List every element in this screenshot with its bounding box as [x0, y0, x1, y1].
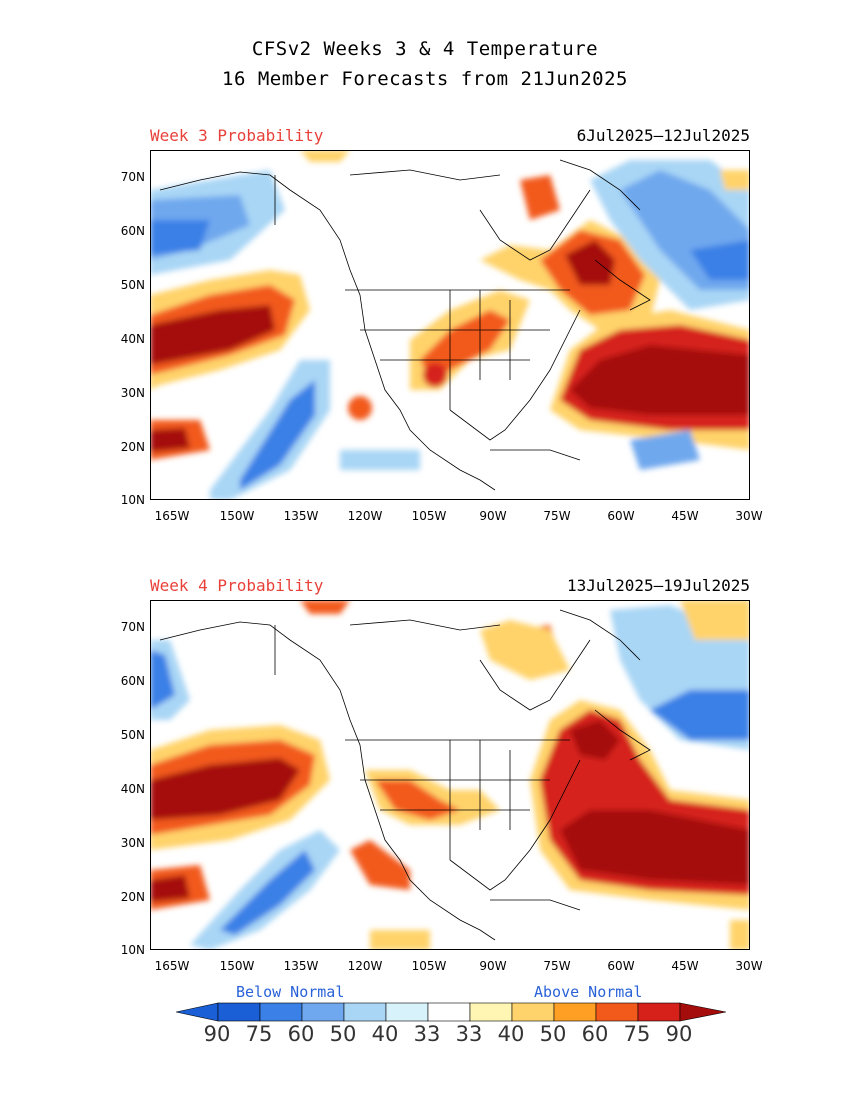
week4-map — [150, 600, 750, 950]
week4-lon-105w: 105W — [411, 959, 447, 973]
week3-lon-45w: 45W — [671, 509, 699, 523]
legend-cell — [595, 1002, 639, 1022]
legend-cell — [511, 1002, 555, 1022]
week3-lat-10: 10N — [120, 493, 145, 507]
legend-cell — [469, 1002, 513, 1022]
legend-num-3: 50 — [329, 1022, 357, 1046]
legend-cell — [385, 1002, 429, 1022]
legend-below-label: Below Normal — [236, 983, 345, 1001]
week3-lon-30w: 30W — [735, 509, 763, 523]
week4-lat-50: 50N — [120, 728, 145, 742]
title-line-2: 16 Member Forecasts from 21Jun2025 — [222, 68, 628, 90]
legend-cell — [637, 1002, 681, 1022]
legend-num-2: 60 — [287, 1022, 315, 1046]
week4-lat-70: 70N — [120, 620, 145, 634]
week3-lon-105w: 105W — [411, 509, 447, 523]
week4-lon-60w: 60W — [607, 959, 635, 973]
week4-lon-120w: 120W — [347, 959, 383, 973]
legend-num-10: 75 — [623, 1022, 651, 1046]
week3-dates: 6Jul2025—12Jul2025 — [576, 126, 750, 145]
legend-num-0: 90 — [203, 1022, 231, 1046]
week3-lon-150w: 150W — [219, 509, 255, 523]
legend-above-label: Above Normal — [534, 983, 643, 1001]
legend-cell — [343, 1002, 387, 1022]
legend-num-9: 60 — [581, 1022, 609, 1046]
week3-lon-135w: 135W — [283, 509, 319, 523]
week3-lon-75w: 75W — [543, 509, 571, 523]
week4-lon-150w: 150W — [219, 959, 255, 973]
legend-num-5: 33 — [413, 1022, 441, 1046]
week3-lon-90w: 90W — [479, 509, 507, 523]
week4-lon-75w: 75W — [543, 959, 571, 973]
legend-cell — [553, 1002, 597, 1022]
week3-lat-30: 30N — [120, 386, 145, 400]
week4-lat-30: 30N — [120, 836, 145, 850]
week4-lon-45w: 45W — [671, 959, 699, 973]
week4-lat-40: 40N — [120, 782, 145, 796]
legend-num-4: 40 — [371, 1022, 399, 1046]
legend-cell — [301, 1002, 345, 1022]
legend-num-6: 33 — [455, 1022, 483, 1046]
week3-label: Week 3 Probability — [150, 126, 324, 145]
week3-lat-50: 50N — [120, 278, 145, 292]
legend-num-1: 75 — [245, 1022, 273, 1046]
legend-left-arrow — [176, 1002, 219, 1022]
week4-lon-165w: 165W — [154, 959, 190, 973]
week4-lat-60: 60N — [120, 674, 145, 688]
week4-dates: 13Jul2025—19Jul2025 — [566, 576, 750, 595]
week4-lon-90w: 90W — [479, 959, 507, 973]
week3-lon-60w: 60W — [607, 509, 635, 523]
week3-lon-165w: 165W — [154, 509, 190, 523]
week4-lon-135w: 135W — [283, 959, 319, 973]
legend-colorbar — [176, 1002, 726, 1022]
week3-lon-120w: 120W — [347, 509, 383, 523]
week4-lat-20: 20N — [120, 890, 145, 904]
title-line-1: CFSv2 Weeks 3 & 4 Temperature — [251, 38, 599, 60]
legend-cell — [217, 1002, 261, 1022]
week3-lat-40: 40N — [120, 332, 145, 346]
week3-lat-20: 20N — [120, 440, 145, 454]
week3-map — [150, 150, 750, 500]
legend-cell — [427, 1002, 471, 1022]
legend-num-11: 90 — [665, 1022, 693, 1046]
legend-right-arrow — [679, 1002, 726, 1022]
legend-num-8: 50 — [539, 1022, 567, 1046]
week3-lat-70: 70N — [120, 170, 145, 184]
week4-lat-10: 10N — [120, 943, 145, 957]
legend-num-7: 40 — [497, 1022, 525, 1046]
week4-lon-30w: 30W — [735, 959, 763, 973]
week3-lat-60: 60N — [120, 224, 145, 238]
week4-label: Week 4 Probability — [150, 576, 324, 595]
legend-cell — [259, 1002, 303, 1022]
